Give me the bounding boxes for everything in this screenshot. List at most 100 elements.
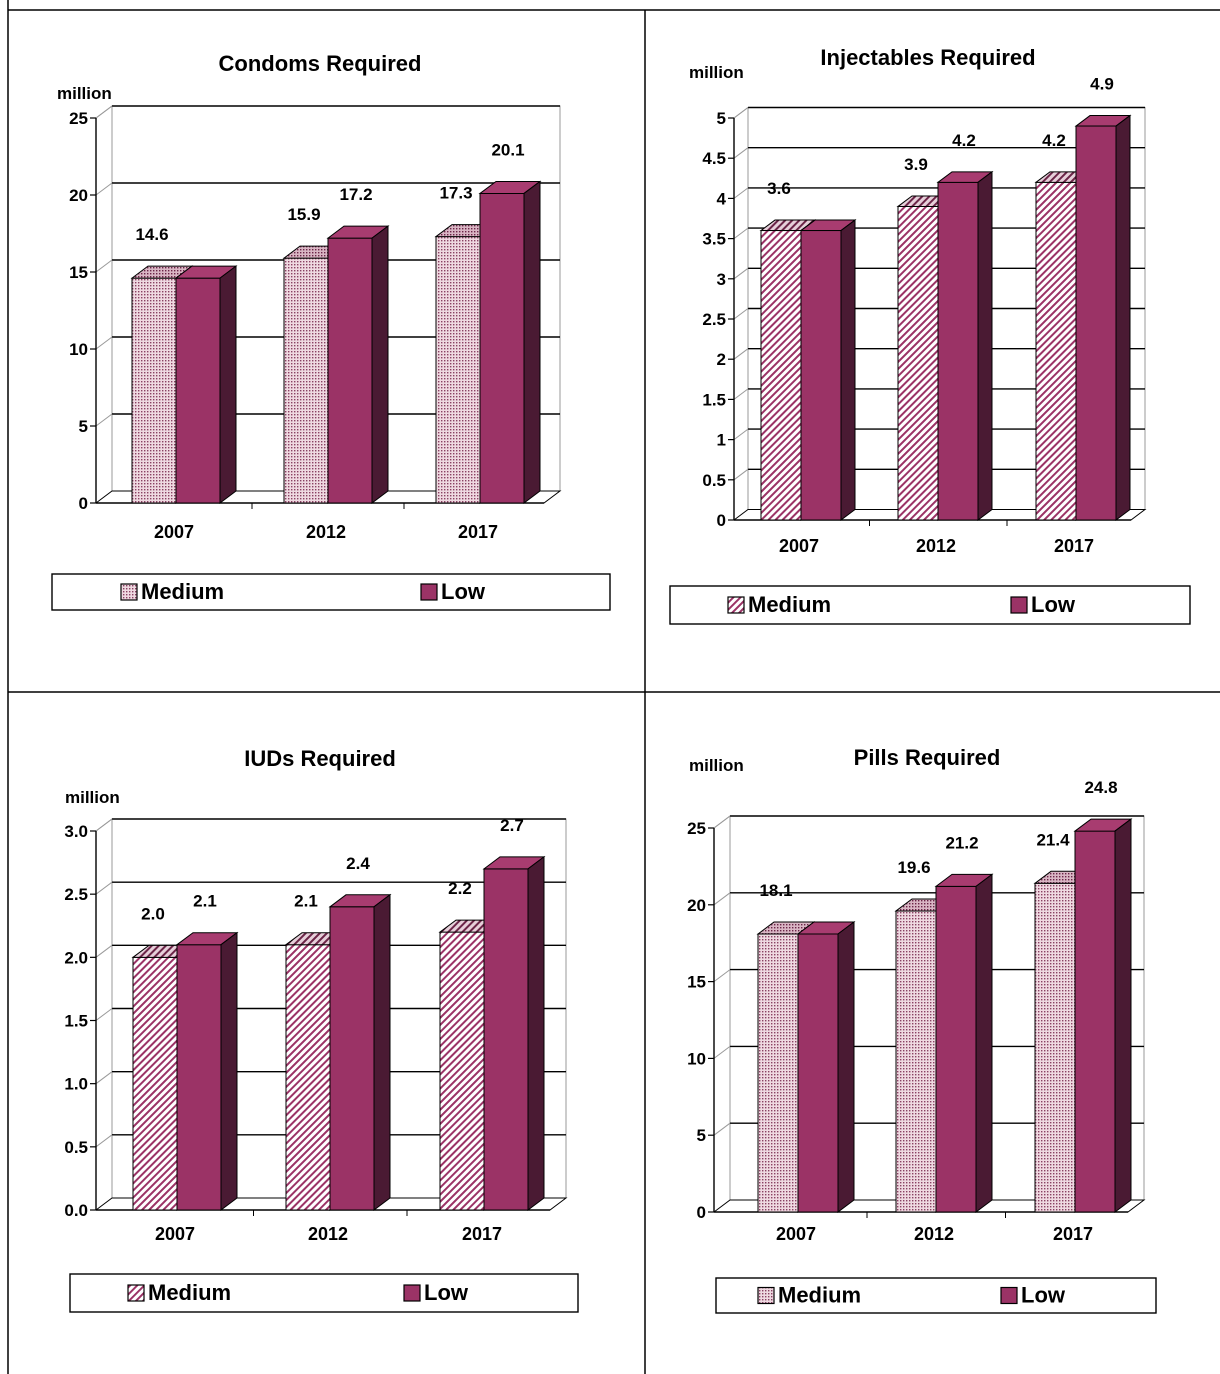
quadrant-frame	[7, 0, 1220, 1374]
gridline-side	[733, 107, 749, 119]
chart-3: IUDs Required million 0.0 0.5 1.0 1.5 2.0 2.5 3.…	[64, 746, 579, 1313]
data-label-low-2012: 17.2	[339, 185, 372, 204]
gridline-side	[733, 227, 749, 240]
x-tick-label-2007: 2007	[155, 1224, 195, 1244]
y-tick-label: 15	[687, 973, 706, 992]
chart-title: Injectables Required	[820, 45, 1035, 70]
gridline-side	[733, 388, 749, 400]
bar-low-2012	[328, 893, 392, 1211]
legend-label-low: Low	[1021, 1283, 1066, 1308]
gridline-side	[733, 348, 749, 360]
y-tick-label: 0	[697, 1203, 706, 1222]
bar-low-2017-front	[1075, 125, 1117, 521]
unit-label: million	[57, 84, 112, 103]
y-tick-label: 1.5	[64, 1012, 88, 1031]
bar-low-2017-front	[479, 192, 525, 504]
bar-medium-2007-front	[132, 956, 178, 1211]
bar-low-2007	[796, 920, 856, 1213]
data-label-low-2017: 2.7	[500, 816, 524, 835]
legend-swatch-medium	[127, 1284, 145, 1302]
gridline-side	[95, 818, 113, 832]
chart-title: Condoms Required	[219, 51, 422, 76]
bar-low-2007-front	[797, 933, 839, 1213]
legend-swatch-medium	[727, 596, 745, 614]
chart-2: Injectables Required million 0 0.5 1 1.5 2 2.5 3…	[669, 45, 1191, 625]
x-tick-label-2017: 2017	[1053, 1224, 1093, 1244]
bar-low-2007	[799, 219, 857, 521]
gridline-side	[95, 182, 113, 196]
unit-label: million	[65, 788, 120, 807]
gridline-side	[95, 944, 113, 958]
bar-low-2007-front	[175, 277, 221, 504]
legend: Medium Low	[715, 1277, 1157, 1314]
bar-medium-2017-front	[1034, 882, 1076, 1213]
data-label-medium-2012: 15.9	[287, 205, 320, 224]
x-tick-label-2012: 2012	[308, 1224, 348, 1244]
bar-low-2007-front	[800, 230, 842, 521]
bar-low-2017-side	[523, 180, 541, 504]
legend-box	[69, 1273, 579, 1313]
bar-low-2012	[326, 225, 390, 504]
y-tick-label: 1.5	[702, 390, 726, 409]
y-tick-label: 15	[69, 263, 88, 282]
y-tick-label: 1.0	[64, 1075, 88, 1094]
y-tick-label: 2.5	[64, 885, 88, 904]
bar-low-2007-side	[220, 931, 238, 1211]
chart-title: Pills Required	[854, 745, 1001, 770]
gridline-side	[733, 267, 749, 280]
y-tick-label: 2.0	[64, 948, 88, 967]
gridline-side	[713, 1122, 731, 1136]
data-label-medium-2012: 2.1	[294, 892, 318, 911]
unit-label: million	[689, 756, 744, 775]
legend-swatch-low	[403, 1284, 421, 1302]
y-tick-label: 0.5	[64, 1138, 88, 1157]
legend: Medium Low	[69, 1273, 579, 1313]
bar-low-2017-side	[1115, 114, 1131, 521]
bar-low-2007	[174, 265, 238, 504]
legend-swatch-low	[420, 583, 438, 601]
bar-medium-2007-front	[760, 230, 802, 521]
legend: Medium Low	[669, 585, 1191, 625]
bar-medium-2007-front	[757, 933, 799, 1213]
bar-low-2017-side	[527, 855, 545, 1211]
y-tick-label: 5	[717, 109, 726, 128]
bar-low-2007-side	[837, 920, 855, 1213]
x-tick-label-2017: 2017	[458, 522, 498, 542]
bar-low-2017-side	[1114, 818, 1132, 1213]
y-tick-label: 2	[717, 350, 726, 369]
gridline-side	[95, 1071, 113, 1085]
x-tick-label-2012: 2012	[914, 1224, 954, 1244]
legend-swatch-medium	[757, 1286, 775, 1305]
x-tick-label-2007: 2007	[154, 522, 194, 542]
data-label-low-2012: 4.2	[952, 131, 976, 150]
bar-medium-2012-front	[897, 205, 939, 521]
data-label-medium-2007: 2.0	[141, 904, 165, 923]
charts-layer: Condoms Requiredmillion051015202514.6200…	[51, 45, 1191, 1314]
y-tick-label: 25	[69, 109, 88, 128]
data-label-medium-2017: 21.4	[1036, 830, 1070, 849]
legend-label-medium: Medium	[778, 1283, 861, 1308]
gridline-side	[733, 187, 749, 199]
gridline-side	[95, 259, 113, 273]
x-tick-label-2007: 2007	[779, 536, 819, 556]
data-label-medium-2007: 3.6	[767, 179, 791, 198]
gridline-side	[713, 892, 731, 906]
gridline-side	[95, 336, 113, 350]
bar-low-2012	[936, 170, 994, 521]
x-tick-label-2012: 2012	[306, 522, 346, 542]
data-label-low-2012: 2.4	[346, 854, 370, 873]
gridline-side	[733, 428, 749, 441]
bar-medium-2012-front	[895, 910, 937, 1213]
bar-medium-2017-front	[1035, 181, 1077, 521]
legend-box	[715, 1277, 1157, 1314]
bar-low-2012-front	[937, 181, 979, 521]
data-label-low-2017: 24.8	[1084, 778, 1117, 797]
y-tick-label: 0.5	[702, 471, 726, 490]
data-label-medium-2012: 3.9	[904, 155, 928, 174]
gridline-side	[733, 468, 749, 481]
data-label-medium-2007: 18.1	[759, 881, 792, 900]
y-tick-label: 5	[79, 417, 88, 436]
y-tick-label: 3.0	[64, 822, 88, 841]
